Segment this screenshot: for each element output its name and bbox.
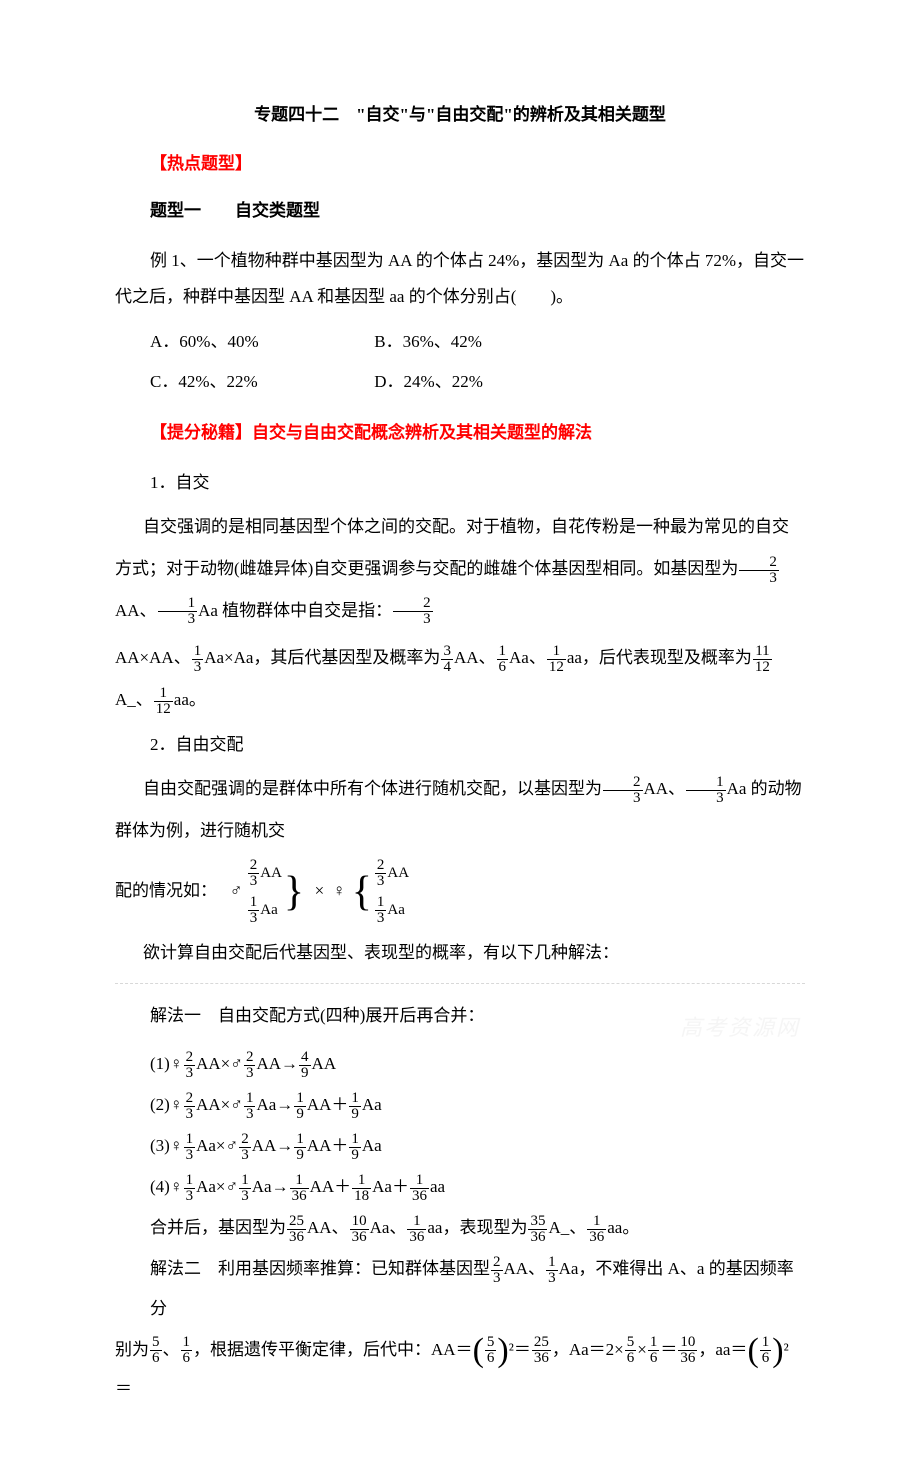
option-a: A．60%、40% xyxy=(150,324,370,360)
brace-icon: { xyxy=(350,871,374,913)
brace-female: { 23AA 13Aa xyxy=(350,858,409,926)
frac-2-3: 23 xyxy=(739,555,779,586)
options-row-1: A．60%、40% B．36%、42% xyxy=(150,324,805,360)
example1-label: 例 1、 xyxy=(150,251,197,270)
example1-text: 例 1、一个植物种群中基因型为 AA 的个体占 24%，基因型为 Aa 的个体占… xyxy=(115,243,805,314)
frac-1-6: 16 xyxy=(497,644,509,675)
item2-paragraph: 自由交配强调的是群体中所有个体进行随机交配，以基因型为23AA、13Aa 的动物… xyxy=(115,768,805,851)
page-title: 专题四十二 "自交"与"自由交配"的辨析及其相关题型 xyxy=(115,100,805,125)
t: 自由交配强调的是群体中所有个体进行随机交配，以基因型为 xyxy=(143,779,602,798)
t: 自交强调的是相同基因型个体之间的交配。对于植物，自花传粉是一种最为常见的自交方式… xyxy=(115,517,789,578)
hot-topic-heading: 【热点题型】 xyxy=(150,149,805,174)
calc-intro: 欲计算自由交配后代基因型、表现型的概率，有以下几种解法： xyxy=(115,932,805,974)
t: 配的情况如： xyxy=(115,881,217,900)
example1-body: 一个植物种群中基因型为 AA 的个体占 24%，基因型为 Aa 的个体占 72%… xyxy=(115,251,804,306)
method2-line1: 解法二 利用基因频率推算：已知群体基因型23AA、13Aa，不难得出 A、a 的… xyxy=(150,1249,805,1327)
options-row-2: C．42%、22% D．24%、22% xyxy=(150,364,805,400)
frac-1-3: 13 xyxy=(192,644,204,675)
item1-paragraph2: AA×AA、13Aa×Aa，其后代基因型及概率为34AA、16Aa、112aa，… xyxy=(115,637,805,720)
option-d: D．24%、22% xyxy=(374,364,483,400)
divider xyxy=(115,983,805,984)
t: aa，后代表现型及概率为 xyxy=(567,648,752,667)
brace-male: 23AA 13Aa } xyxy=(247,858,306,926)
paren-frac-5-6: (56) xyxy=(473,1334,509,1368)
frac-1-12: 112 xyxy=(154,686,173,717)
item1-paragraph: 自交强调的是相同基因型个体之间的交配。对于植物，自花传粉是一种最为常见的自交方式… xyxy=(115,506,805,631)
female-icon xyxy=(333,881,346,900)
frac-2-3: 23 xyxy=(603,775,643,806)
frac-1-3: 13 xyxy=(686,775,726,806)
type1-heading: 题型一 自交类题型 xyxy=(150,196,805,221)
t: AA、 xyxy=(644,779,686,798)
t: Aa×Aa，其后代基因型及概率为 xyxy=(204,648,440,667)
t: Aa、 xyxy=(509,648,546,667)
method2-line2: 别为56、16，根据遗传平衡定律，后代中：AA＝(56)²＝2536，Aa＝2×… xyxy=(115,1330,805,1408)
t: AA、 xyxy=(115,601,157,620)
eq2: (2)♀23AA×♂13Aa→19AA＋19Aa xyxy=(150,1085,805,1124)
frac-1-12: 112 xyxy=(547,644,566,675)
paren-frac-1-6: (16) xyxy=(747,1334,783,1368)
brace-formula: 配的情况如： 23AA 13Aa } × { 23AA 13Aa xyxy=(115,858,805,926)
t: A_、 xyxy=(115,690,153,709)
eq4: (4)♀13Aa×♂13Aa→136AA＋118Aa＋136aa xyxy=(150,1167,805,1206)
merge-line: 合并后，基因型为2536AA、1036Aa、136aa，表现型为3536A_、1… xyxy=(150,1208,805,1247)
frac-3-4: 34 xyxy=(441,644,453,675)
tips-heading: 【提分秘籍】自交与自由交配概念辨析及其相关题型的解法 xyxy=(150,418,805,443)
t: AA、 xyxy=(454,648,496,667)
frac-1-3: 13 xyxy=(158,596,198,627)
eq3: (3)♀13Aa×♂23AA→19AA＋19Aa xyxy=(150,1126,805,1165)
item2-label: 2．自由交配 xyxy=(150,727,805,763)
t: aa。 xyxy=(174,690,206,709)
brace-icon: } xyxy=(282,871,306,913)
item1-label: 1．自交 xyxy=(150,465,805,501)
t: Aa 植物群体中自交是指： xyxy=(198,601,392,620)
option-b: B．36%、42% xyxy=(374,324,482,360)
t: AA×AA、 xyxy=(115,648,191,667)
option-c: C．42%、22% xyxy=(150,364,370,400)
eq1: (1)♀23AA×♂23AA→49AA xyxy=(150,1044,805,1083)
watermark: 高考资源网 xyxy=(680,1010,800,1042)
frac-11-12: 1112 xyxy=(753,644,772,675)
frac-2-3: 23 xyxy=(393,596,433,627)
male-icon xyxy=(230,881,243,900)
